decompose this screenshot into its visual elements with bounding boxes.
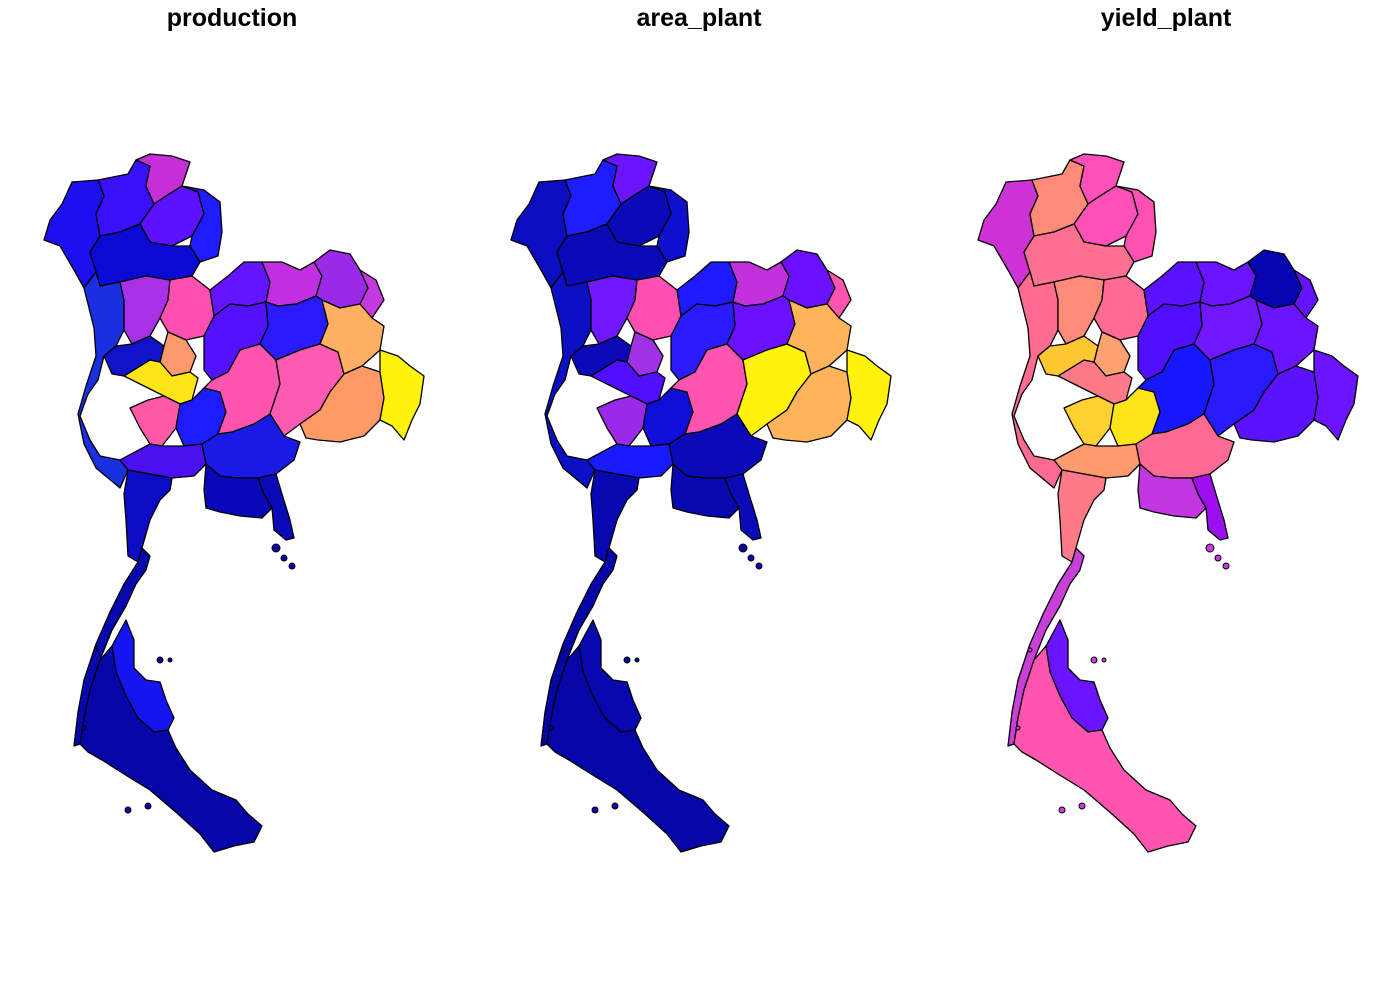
panel-title-area-plant: area_plant (636, 4, 762, 32)
province-ne-k (1253, 299, 1319, 375)
province-central-a (1063, 395, 1115, 447)
province-north-w (510, 179, 572, 289)
island-5 (124, 806, 132, 814)
province-ne-k (786, 299, 852, 375)
island-9 (634, 657, 640, 663)
province-lower-n1 (119, 275, 171, 345)
island-2 (1214, 554, 1222, 562)
province-south-d (1013, 645, 1197, 853)
island-2 (747, 554, 755, 562)
island-4 (1090, 656, 1098, 664)
province-central-b (1037, 335, 1099, 377)
province-east-b (1137, 463, 1207, 519)
island-3 (755, 562, 763, 570)
island-4 (156, 656, 164, 664)
province-south-d (546, 645, 730, 853)
island-7 (560, 647, 566, 653)
province-south-d (79, 645, 263, 853)
island-2 (280, 554, 288, 562)
province-east-b (203, 463, 273, 519)
province-lower-n2 (626, 275, 682, 341)
province-east-c (1191, 473, 1229, 541)
province-lower-n2 (159, 275, 215, 341)
map-panel-area-plant: area_plant (510, 4, 892, 853)
province-north-w (977, 179, 1039, 289)
province-west (1011, 271, 1063, 489)
island-5 (591, 806, 599, 814)
map-panel-production: production (43, 4, 425, 853)
island-8 (1015, 725, 1021, 731)
island-9 (1101, 657, 1107, 663)
province-east-c (724, 473, 762, 541)
province-ne-i (379, 349, 425, 441)
province-south-a (123, 469, 173, 563)
province-north-w (43, 179, 105, 289)
province-west (77, 271, 129, 489)
island-4 (623, 656, 631, 664)
province-south-a (590, 469, 640, 563)
province-ne-i (846, 349, 892, 441)
island-7 (1027, 647, 1033, 653)
province-lower-n1 (586, 275, 638, 345)
panel-title-production: production (167, 4, 298, 32)
province-lower-n1 (1053, 275, 1105, 345)
island-8 (548, 725, 554, 731)
island-1 (1205, 543, 1215, 553)
island-6 (1078, 802, 1086, 810)
province-east-b (670, 463, 740, 519)
province-central-a (129, 395, 181, 447)
province-ne-i (1313, 349, 1359, 441)
province-south-a (1057, 469, 1107, 563)
map-panel-yield-plant: yield_plant (977, 4, 1359, 853)
island-7 (93, 647, 99, 653)
province-central-b (103, 335, 165, 377)
province-central-a (596, 395, 648, 447)
island-3 (288, 562, 296, 570)
province-west (544, 271, 596, 489)
province-east-c (257, 473, 295, 541)
island-5 (1058, 806, 1066, 814)
island-8 (81, 725, 87, 731)
island-1 (738, 543, 748, 553)
panel-title-yield-plant: yield_plant (1101, 4, 1232, 32)
map-provinces-yield-plant (977, 153, 1359, 853)
island-9 (167, 657, 173, 663)
island-1 (271, 543, 281, 553)
island-3 (1222, 562, 1230, 570)
island-6 (611, 802, 619, 810)
province-lower-n2 (1093, 275, 1149, 341)
province-ne-k (319, 299, 385, 375)
map-provinces-production (43, 153, 425, 853)
island-6 (144, 802, 152, 810)
map-provinces-area-plant (510, 153, 892, 853)
province-central-b (570, 335, 632, 377)
